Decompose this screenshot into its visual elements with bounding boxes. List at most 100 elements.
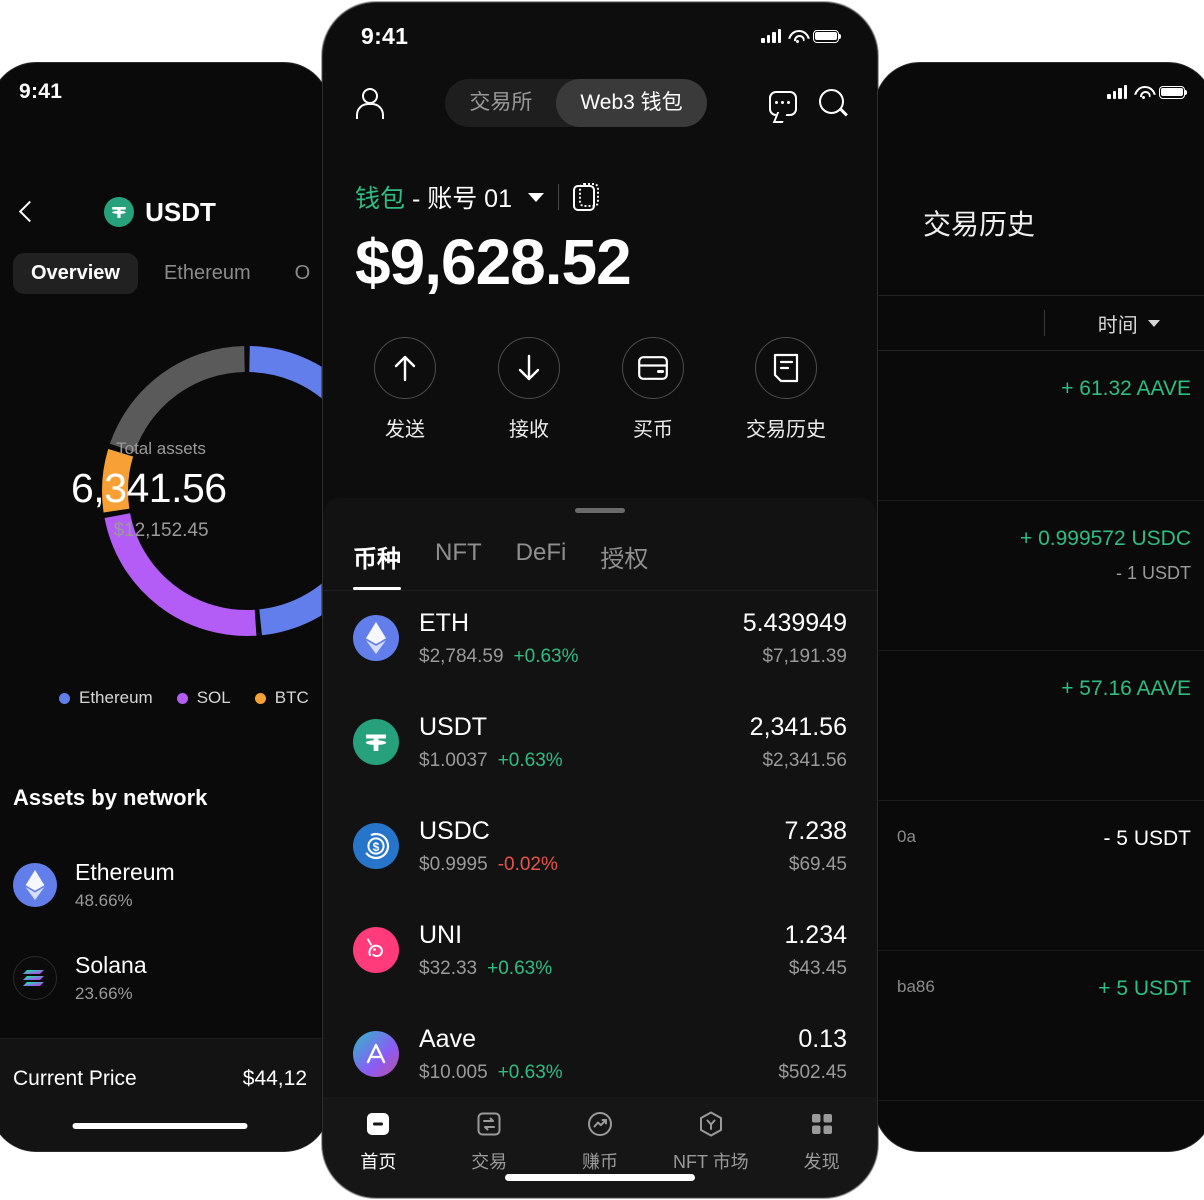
legend-item-btc: BTC (254, 688, 309, 708)
donut-segment-ethereum (249, 346, 329, 636)
list-item[interactable]: UNI $32.33 +0.63% 1.234 $43.45 (323, 898, 877, 1002)
home-indicator (72, 1123, 248, 1129)
earn-icon (587, 1112, 612, 1136)
assets-donut-chart: Total assets 6,341.56 $12,152.45 (0, 343, 329, 648)
donut-segment-other (109, 346, 246, 453)
filter-time-label: 时间 (1097, 314, 1138, 337)
person-icon[interactable] (353, 88, 384, 119)
legend-dot-btc (254, 692, 266, 704)
action-label: 发送 (385, 419, 425, 441)
status-time: 9:41 (361, 22, 409, 49)
tx-subamount: - 1 USDT (1115, 563, 1191, 583)
token-value: $502.45 (778, 1061, 847, 1083)
nav-home[interactable]: 首页 (323, 1109, 434, 1174)
ethereum-icon (13, 862, 57, 907)
filter-time[interactable]: 时间 (1098, 309, 1160, 338)
usdt-icon (104, 197, 135, 227)
mode-segmented-control: 交易所 Web3 钱包 (445, 79, 707, 127)
tab-tokens[interactable]: 币种 (353, 539, 401, 590)
divider (1043, 310, 1045, 336)
network-name: Ethereum (75, 858, 175, 885)
segment-web3-wallet[interactable]: Web3 钱包 (556, 79, 707, 127)
donut-segment-btc (102, 449, 134, 513)
copy-icon[interactable] (573, 183, 599, 211)
svg-text:$: $ (373, 840, 380, 854)
page-title: USDT (0, 197, 329, 228)
list-item[interactable]: Solana 23.66% (0, 931, 329, 1024)
filter-bar: 时间 (875, 295, 1204, 351)
token-value: $2,341.56 (762, 749, 847, 771)
tx-amount: + 5 USDT (1098, 977, 1191, 1000)
phone-center-web3-wallet: 9:41 交易所 Web3 钱包 (322, 2, 878, 1198)
wallet-account: 账号 01 (427, 185, 512, 213)
donut-legend: Ethereum SOL BTC (0, 688, 329, 708)
tab-other[interactable]: O (294, 262, 311, 284)
token-holdings: 5.439949 $7,191.39 (743, 609, 847, 668)
token-symbol: ETH (419, 608, 469, 637)
table-row[interactable]: + 0.999572 USDC - 1 USDT (875, 501, 1204, 651)
token-price-row: $1.0037 +0.63% (419, 750, 730, 772)
table-row[interactable]: 0a - 5 USDT (875, 801, 1204, 951)
tab-defi[interactable]: DeFi (515, 539, 567, 566)
action-tx-history[interactable]: 交易历史 (746, 337, 826, 442)
table-row[interactable]: + 61.32 AAVE (875, 351, 1204, 501)
list-item[interactable]: Ethereum 48.66% (0, 838, 329, 931)
table-row[interactable]: ba86 + 5 USDT (875, 951, 1204, 1101)
table-row[interactable]: + 57.16 AAVE (875, 651, 1204, 801)
tx-amount: + 61.32 AAVE (1061, 377, 1191, 400)
list-item[interactable]: $ USDC $0.9995 -0.02% 7.238 $ (323, 794, 877, 898)
donut-segment-sol (104, 512, 257, 636)
center-status-bar: 9:41 (323, 3, 877, 69)
token-value: $69.45 (788, 853, 847, 875)
assets-sheet: 币种 NFT DeFi 授权 ETH $2,784.59 (323, 498, 877, 1119)
home-icon (367, 1113, 390, 1135)
action-send[interactable]: 发送 (374, 337, 436, 442)
current-price-label: Current Price (13, 1067, 137, 1090)
nav-trade[interactable]: 交易 (434, 1109, 545, 1174)
nav-discover[interactable]: 发现 (766, 1109, 877, 1174)
arrow-down-icon (498, 337, 560, 399)
tab-approvals[interactable]: 授权 (600, 546, 649, 573)
status-icons (761, 29, 842, 43)
trade-icon (477, 1112, 501, 1136)
tx-amount: - 5 USDT (1103, 827, 1191, 850)
donut-main-value: 6,341.56 (71, 465, 227, 511)
sheet-grabber[interactable] (575, 508, 625, 513)
tab-overview[interactable]: Overview (13, 253, 138, 294)
list-item[interactable]: Aave $10.005 +0.63% 0.13 $502.45 (323, 1002, 877, 1106)
nav-label: 首页 (360, 1152, 397, 1172)
tx-amount: + 0.999572 USDC (1019, 527, 1191, 550)
list-item[interactable]: USDT $1.0037 +0.63% 2,341.56 $2,341.56 (323, 690, 877, 794)
receipt-icon (755, 337, 817, 399)
segment-exchange[interactable]: 交易所 (469, 91, 533, 114)
current-price-bar: Current Price $44,12 (0, 1038, 329, 1151)
token-quantity: 1.234 (784, 920, 847, 949)
page-title-text: USDT (145, 196, 216, 227)
nav-earn[interactable]: 赚币 (545, 1109, 656, 1174)
wallet-selector[interactable]: 钱包 - 账号 01 (355, 179, 599, 215)
token-holdings: 7.238 $69.45 (784, 817, 847, 876)
tab-ethereum[interactable]: Ethereum (163, 262, 251, 284)
quick-actions: 发送 接收 买币 交易 (323, 337, 877, 442)
token-symbol: USDT (419, 712, 488, 741)
search-icon[interactable] (818, 89, 847, 117)
token-info: USDT $1.0037 +0.63% (419, 713, 730, 772)
donut-svg (102, 346, 329, 636)
tab-nft[interactable]: NFT (435, 539, 482, 566)
asset-tab-bar: 币种 NFT DeFi 授权 (323, 513, 877, 590)
action-buy-crypto[interactable]: 买币 (622, 337, 684, 442)
nav-nft-market[interactable]: NFT 市场 (655, 1109, 766, 1174)
token-symbol: Aave (419, 1024, 476, 1053)
arrow-up-icon (374, 337, 436, 399)
action-receive[interactable]: 接收 (498, 337, 560, 442)
token-price: $10.005 (419, 1061, 488, 1083)
chat-icon[interactable] (768, 90, 797, 116)
token-list: ETH $2,784.59 +0.63% 5.439949 $7,191.39 (323, 586, 877, 1119)
solana-icon (13, 955, 57, 1000)
network-text: Ethereum 48.66% (75, 859, 175, 911)
chevron-down-icon[interactable] (528, 192, 544, 202)
wallet-separator: - (405, 185, 428, 213)
list-item[interactable]: ETH $2,784.59 +0.63% 5.439949 $7,191.39 (323, 586, 877, 690)
bottom-nav-bar: 首页 交易 赚币 NFT 市场 发现 (323, 1097, 877, 1197)
